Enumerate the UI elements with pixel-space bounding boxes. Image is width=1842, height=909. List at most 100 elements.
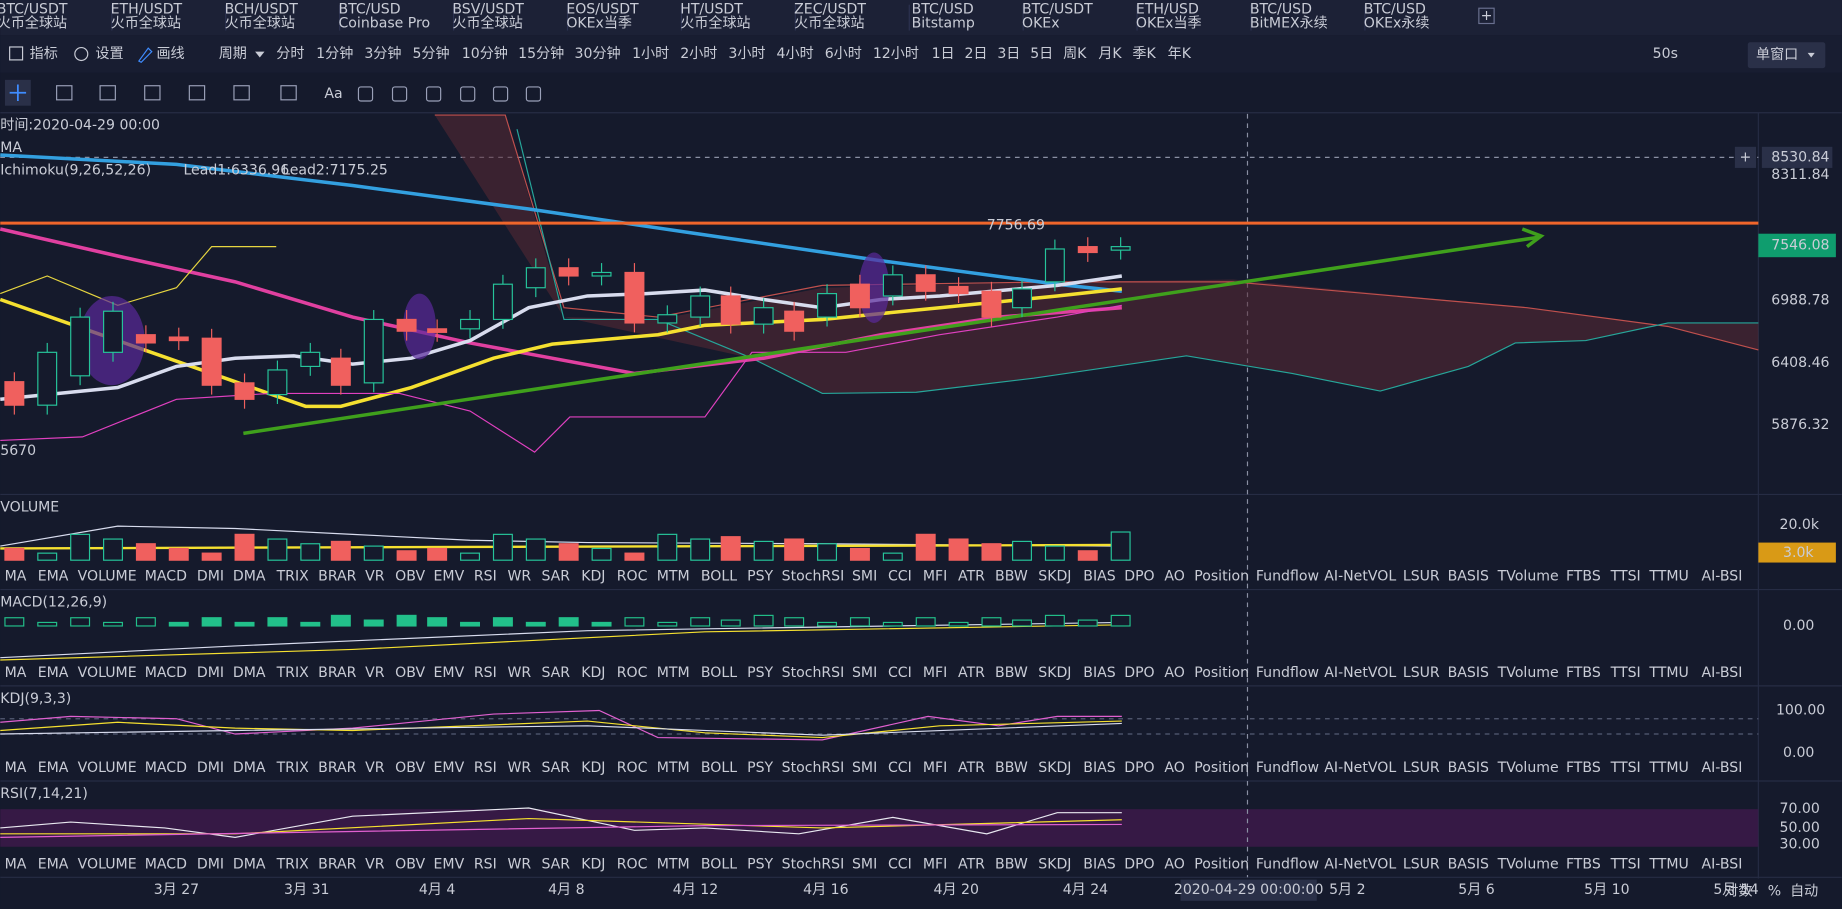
draw-tool[interactable]: [56, 85, 73, 101]
indicator-option[interactable]: SKDJ: [1038, 760, 1071, 776]
period-option[interactable]: 1日: [932, 46, 955, 62]
indicator-option[interactable]: ROC: [617, 665, 648, 681]
indicator-option[interactable]: MACD: [145, 569, 187, 585]
indicator-option[interactable]: BRAR: [318, 569, 356, 585]
indicator-option[interactable]: TTMU: [1648, 569, 1688, 585]
indicator-option[interactable]: ROC: [617, 569, 648, 585]
indicator-option[interactable]: WR: [507, 760, 531, 776]
indicator-option[interactable]: DMI: [197, 760, 224, 776]
indicator-option[interactable]: KDJ: [581, 665, 605, 681]
indicator-option[interactable]: EMA: [38, 760, 69, 776]
text-tool[interactable]: Aa: [324, 86, 342, 102]
indicator-option[interactable]: AI-BSI: [1702, 760, 1743, 776]
indicator-option[interactable]: LSUR: [1403, 856, 1440, 872]
indicator-option[interactable]: VR: [365, 665, 385, 681]
indicator-option[interactable]: AO: [1164, 856, 1184, 872]
draw-tool[interactable]: [188, 85, 206, 101]
indicator-option[interactable]: MFI: [923, 856, 947, 872]
indicator-option[interactable]: TTSI: [1610, 856, 1641, 872]
draw-tool[interactable]: [460, 86, 476, 102]
log-toggle[interactable]: 对数: [1724, 883, 1752, 899]
indicator-option[interactable]: MA: [5, 569, 27, 585]
indicator-option[interactable]: Position: [1194, 760, 1249, 776]
indicator-option[interactable]: EMA: [38, 665, 69, 681]
indicator-option[interactable]: StochRSI: [782, 665, 845, 681]
indicator-option[interactable]: AI-NetVOL: [1324, 569, 1396, 585]
draw-tool[interactable]: [357, 86, 374, 102]
indicator-option[interactable]: OBV: [395, 760, 425, 776]
indicator-option[interactable]: SAR: [541, 665, 570, 681]
indicator-option[interactable]: BBW: [995, 569, 1028, 585]
draw-tool[interactable]: [525, 86, 542, 102]
indicator-option[interactable]: KDJ: [581, 856, 605, 872]
indicator-option[interactable]: BOLL: [701, 569, 737, 585]
period-option[interactable]: 分时: [276, 46, 304, 62]
indicator-option[interactable]: MA: [5, 760, 27, 776]
indicator-option[interactable]: TTSI: [1610, 569, 1641, 585]
indicator-option[interactable]: MFI: [923, 665, 947, 681]
period-option[interactable]: 周K: [1063, 46, 1087, 62]
indicator-option[interactable]: RSI: [474, 856, 497, 872]
indicator-option[interactable]: Fundflow: [1256, 665, 1319, 681]
indicator-option[interactable]: SAR: [541, 856, 570, 872]
indicator-option[interactable]: EMA: [38, 569, 69, 585]
indicator-option[interactable]: WR: [507, 665, 531, 681]
indicator-option[interactable]: BASIS: [1448, 760, 1489, 776]
indicator-option[interactable]: WR: [507, 856, 531, 872]
add-alert[interactable]: [1734, 146, 1757, 168]
indicator-option[interactable]: Position: [1194, 665, 1249, 681]
indicator-option[interactable]: FTBS: [1566, 665, 1601, 681]
indicator-option[interactable]: LSUR: [1403, 760, 1440, 776]
indicator-option[interactable]: SKDJ: [1038, 569, 1071, 585]
period-option[interactable]: 季K: [1132, 46, 1156, 62]
indicator-option[interactable]: MA: [5, 856, 27, 872]
indicator-option[interactable]: AI-NetVOL: [1324, 760, 1396, 776]
period-option[interactable]: 12小时: [873, 46, 919, 62]
indicator-option[interactable]: DPO: [1124, 569, 1154, 585]
indicator-option[interactable]: RSI: [474, 665, 497, 681]
indicator-option[interactable]: MTM: [657, 569, 690, 585]
indicator-option[interactable]: VOLUME: [78, 760, 137, 776]
indicator-option[interactable]: MTM: [657, 760, 690, 776]
indicator-option[interactable]: TVolume: [1497, 856, 1559, 872]
indicator-option[interactable]: AO: [1164, 760, 1184, 776]
period-option[interactable]: 月K: [1098, 46, 1122, 62]
settings-button[interactable]: 设置: [95, 46, 123, 62]
indicator-option[interactable]: SAR: [541, 569, 570, 585]
indicator-option[interactable]: RSI: [474, 569, 497, 585]
indicator-option[interactable]: AI-NetVOL: [1324, 665, 1396, 681]
indicator-option[interactable]: ATR: [958, 856, 985, 872]
indicator-option[interactable]: TTSI: [1610, 760, 1641, 776]
draw-tool[interactable]: [425, 86, 442, 102]
indicator-option[interactable]: EMV: [434, 569, 465, 585]
indicator-option[interactable]: TTSI: [1610, 665, 1641, 681]
draw-tool[interactable]: [233, 85, 250, 101]
indicator-option[interactable]: BBW: [995, 760, 1028, 776]
indicator-option[interactable]: SMI: [852, 856, 877, 872]
indicator-option[interactable]: BOLL: [701, 856, 737, 872]
indicator-option[interactable]: RSI: [474, 760, 497, 776]
indicator-option[interactable]: BASIS: [1448, 856, 1489, 872]
indicator-option[interactable]: Fundflow: [1256, 569, 1319, 585]
indicator-option[interactable]: Position: [1194, 569, 1249, 585]
indicator-option[interactable]: BRAR: [318, 665, 356, 681]
indicator-option[interactable]: BASIS: [1448, 665, 1489, 681]
period-option[interactable]: 4小时: [777, 46, 814, 62]
period-option[interactable]: 5日: [1030, 46, 1053, 62]
indicator-option[interactable]: BOLL: [701, 665, 737, 681]
indicator-option[interactable]: AO: [1164, 665, 1184, 681]
indicator-option[interactable]: TTMU: [1648, 665, 1688, 681]
indicator-option[interactable]: SMI: [852, 665, 877, 681]
period-option[interactable]: 6小时: [825, 46, 862, 62]
indicator-option[interactable]: EMV: [434, 856, 465, 872]
indicator-option[interactable]: LSUR: [1403, 569, 1440, 585]
indicator-option[interactable]: AI-BSI: [1702, 665, 1743, 681]
draw-button[interactable]: 画线: [156, 46, 184, 62]
period-option[interactable]: 10分钟: [462, 45, 508, 62]
indicator-option[interactable]: BASIS: [1448, 569, 1489, 585]
percent-toggle[interactable]: %: [1768, 883, 1781, 899]
period-option[interactable]: 3分钟: [364, 45, 401, 62]
indicator-option[interactable]: BBW: [995, 665, 1028, 681]
indicator-option[interactable]: PSY: [747, 569, 773, 585]
indicator-option[interactable]: DMI: [197, 665, 224, 681]
